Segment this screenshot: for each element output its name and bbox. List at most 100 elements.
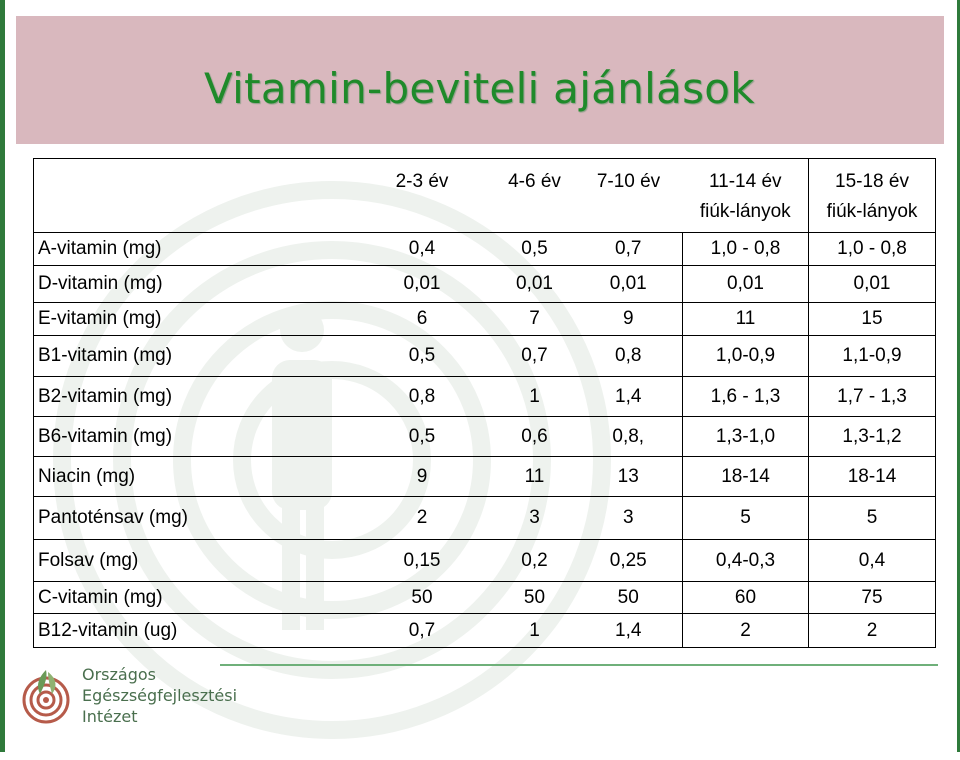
cell-value: 3 — [574, 496, 683, 540]
page-title: Vitamin-beviteli ajánlások — [204, 64, 755, 113]
cell-value: 0,4 — [808, 539, 936, 582]
table-row: D-vitamin (mg) 0,01 0,01 0,01 0,01 0,01 — [33, 265, 936, 303]
cell-value: 0,5 — [349, 335, 495, 377]
org-name-line: Intézet — [82, 707, 138, 726]
row-label: Pantoténsav (mg) — [33, 496, 350, 540]
table-row: Folsav (mg) 0,15 0,2 0,25 0,4-0,3 0,4 — [33, 539, 936, 582]
cell-value: 50 — [494, 581, 575, 614]
right-edge-bar — [957, 0, 960, 752]
cell-value: 50 — [574, 581, 683, 614]
cell-value: 1 — [494, 376, 575, 417]
cell-value: 1,0-0,9 — [682, 335, 809, 377]
row-label: B2-vitamin (mg) — [33, 376, 350, 417]
table-body: A-vitamin (mg) 0,4 0,5 0,7 1,0 - 0,8 1,0… — [33, 232, 936, 648]
row-label: Folsav (mg) — [33, 539, 350, 582]
cell-value: 0,8 — [574, 335, 683, 377]
header-cell-15-18: 15-18 év fiúk-lányok — [808, 158, 936, 233]
cell-value: 0,15 — [349, 539, 495, 582]
row-label: D-vitamin (mg) — [33, 265, 350, 303]
header-cell-11-14: 11-14 év fiúk-lányok — [682, 158, 809, 233]
left-edge-bar — [0, 0, 5, 752]
org-name-line: Országos — [82, 665, 156, 684]
cell-value: 1,7 - 1,3 — [808, 376, 936, 417]
table-row: B1-vitamin (mg) 0,5 0,7 0,8 1,0-0,9 1,1-… — [33, 335, 936, 377]
cell-value: 5 — [808, 496, 936, 540]
row-label: B12-vitamin (ug) — [33, 613, 350, 648]
cell-value: 75 — [808, 581, 936, 614]
cell-value: 0,6 — [494, 416, 575, 457]
cell-value: 0,7 — [574, 232, 683, 266]
header-line1: 4-6 év — [508, 171, 561, 192]
table-row: B12-vitamin (ug) 0,7 1 1,4 2 2 — [33, 613, 936, 648]
cell-value: 1 — [494, 613, 575, 648]
header-line2: fiúk-lányok — [826, 201, 918, 222]
cell-value: 11 — [682, 302, 809, 336]
cell-value: 0,4 — [349, 232, 495, 266]
header-cell-4-6: 4-6 év — [494, 158, 575, 233]
cell-value: 0,01 — [682, 265, 809, 303]
cell-value: 1,3-1,2 — [808, 416, 936, 457]
header-line1: 2-3 év — [395, 171, 449, 192]
table-row: B2-vitamin (mg) 0,8 1 1,4 1,6 - 1,3 1,7 … — [33, 376, 936, 417]
title-band: Vitamin-beviteli ajánlások — [16, 16, 944, 144]
cell-value: 3 — [494, 496, 575, 540]
row-label: B1-vitamin (mg) — [33, 335, 350, 377]
table-row: Pantoténsav (mg) 2 3 3 5 5 — [33, 496, 936, 540]
cell-value: 18-14 — [682, 456, 809, 497]
cell-value: 2 — [349, 496, 495, 540]
row-label: B6-vitamin (mg) — [33, 416, 350, 457]
cell-value: 0,01 — [349, 265, 495, 303]
cell-value: 60 — [682, 581, 809, 614]
cell-value: 0,8 — [349, 376, 495, 417]
header-line1: 15-18 év — [835, 171, 909, 192]
cell-value: 0,2 — [494, 539, 575, 582]
org-name: Országos Egészségfejlesztési Intézet — [82, 664, 237, 727]
footer-divider — [220, 664, 938, 666]
cell-value: 0,01 — [574, 265, 683, 303]
cell-value: 1,0 - 0,8 — [682, 232, 809, 266]
header-line1: 11-14 év — [708, 171, 782, 192]
cell-value: 9 — [574, 302, 683, 336]
oefi-logo-icon — [22, 670, 70, 724]
cell-value: 0,8, — [574, 416, 683, 457]
table-row: Niacin (mg) 9 11 13 18-14 18-14 — [33, 456, 936, 497]
cell-value: 0,25 — [574, 539, 683, 582]
cell-value: 2 — [682, 613, 809, 648]
header-cell-2-3: 2-3 év — [349, 158, 495, 233]
cell-value: 18-14 — [808, 456, 936, 497]
cell-value: 7 — [494, 302, 575, 336]
cell-value: 0,7 — [494, 335, 575, 377]
row-label: E-vitamin (mg) — [33, 302, 350, 336]
header-corner-cell — [33, 158, 350, 233]
cell-value: 0,7 — [349, 613, 495, 648]
vitamin-table: 2-3 év 4-6 év 7-10 év 11-14 év fiúk-lány… — [33, 158, 936, 648]
cell-value: 15 — [808, 302, 936, 336]
cell-value: 5 — [682, 496, 809, 540]
header-line1: 7-10 év — [596, 171, 661, 192]
cell-value: 1,0 - 0,8 — [808, 232, 936, 266]
header-line2: fiúk-lányok — [699, 201, 791, 222]
table-row: B6-vitamin (mg) 0,5 0,6 0,8, 1,3-1,0 1,3… — [33, 416, 936, 457]
cell-value: 1,6 - 1,3 — [682, 376, 809, 417]
cell-value: 1,4 — [574, 376, 683, 417]
cell-value: 6 — [349, 302, 495, 336]
header-cell-7-10: 7-10 év — [574, 158, 683, 233]
table-header-row: 2-3 év 4-6 év 7-10 év 11-14 év fiúk-lány… — [33, 158, 936, 233]
cell-value: 11 — [494, 456, 575, 497]
cell-value: 50 — [349, 581, 495, 614]
cell-value: 13 — [574, 456, 683, 497]
cell-value: 0,4-0,3 — [682, 539, 809, 582]
cell-value: 0,01 — [494, 265, 575, 303]
cell-value: 0,5 — [349, 416, 495, 457]
cell-value: 0,01 — [808, 265, 936, 303]
row-label: Niacin (mg) — [33, 456, 350, 497]
cell-value: 1,4 — [574, 613, 683, 648]
cell-value: 1,3-1,0 — [682, 416, 809, 457]
cell-value: 9 — [349, 456, 495, 497]
row-label: C-vitamin (mg) — [33, 581, 350, 614]
table-row: A-vitamin (mg) 0,4 0,5 0,7 1,0 - 0,8 1,0… — [33, 232, 936, 266]
cell-value: 1,1-0,9 — [808, 335, 936, 377]
cell-value: 2 — [808, 613, 936, 648]
org-name-line: Egészségfejlesztési — [82, 686, 238, 705]
table-row: C-vitamin (mg) 50 50 50 60 75 — [33, 581, 936, 614]
